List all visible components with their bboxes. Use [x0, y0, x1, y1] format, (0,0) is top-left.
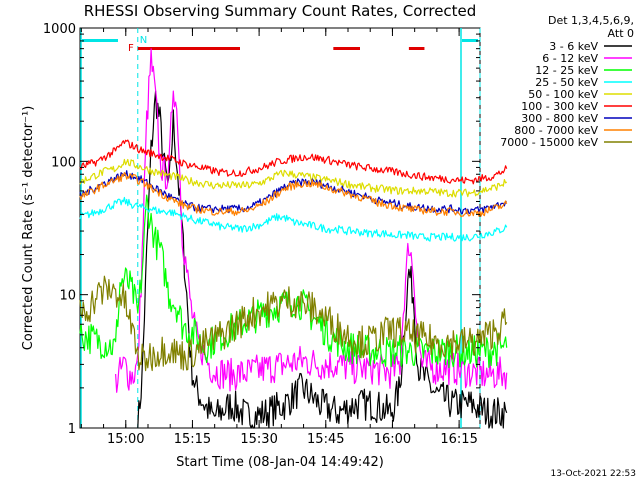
- x-axis-label: Start Time (08-Jan-04 14:49:42): [176, 455, 384, 470]
- x-tick-label: 15:45: [307, 432, 344, 447]
- legend-entry-label: 50 - 100 keV: [528, 88, 598, 101]
- y-tick-label: 1000: [43, 22, 76, 37]
- y-tick-label: 100: [51, 155, 76, 170]
- legend-entry-label: 12 - 25 keV: [535, 64, 598, 77]
- series-layer: [79, 48, 508, 429]
- series-line: [79, 196, 508, 242]
- night-flag-label: N: [140, 35, 147, 46]
- flare-bar: [408, 47, 425, 50]
- flare-bar: [333, 47, 360, 50]
- saa-bar: [82, 39, 118, 42]
- series-line: [79, 275, 508, 372]
- series-line: [79, 194, 508, 369]
- x-tick-label: 15:15: [174, 432, 211, 447]
- legend-entry-label: 6 - 12 keV: [542, 52, 598, 65]
- series-line: [137, 90, 508, 429]
- axes-layer: 15:00 15:15 15:30 15:45 16:00 16:15 1 10 100 1000: [43, 22, 480, 447]
- series-line: [115, 48, 508, 393]
- series-line: [79, 139, 508, 185]
- legend-entry-label: 7000 - 15000 keV: [500, 136, 598, 149]
- y-tick-label: 1: [68, 422, 76, 437]
- legend-entry-label: 300 - 800 keV: [521, 112, 598, 125]
- timestamp: 13-Oct-2021 22:53: [551, 469, 636, 479]
- series-line: [79, 172, 508, 218]
- saa-bar: [462, 39, 478, 42]
- legend-entry-label: 25 - 50 keV: [535, 76, 598, 89]
- series-line: [79, 158, 508, 198]
- x-tick-label: 15:30: [240, 432, 277, 447]
- x-tick-label: 16:15: [440, 432, 477, 447]
- legend-entry-label: 800 - 7000 keV: [514, 124, 598, 137]
- y-tick-label: 10: [59, 289, 76, 304]
- x-tick-label: 16:00: [374, 432, 411, 447]
- legend-header: Att 0: [608, 27, 634, 40]
- chart-title: RHESSI Observing Summary Count Rates, Co…: [84, 2, 477, 20]
- flare-flag-label: F: [128, 43, 134, 54]
- y-axis-label: Corrected Count Rate (s⁻¹ detector⁻¹): [21, 106, 36, 351]
- legend-entry-label: 100 - 300 keV: [521, 100, 598, 113]
- flare-bar: [137, 47, 240, 50]
- legend-entry-label: 3 - 6 keV: [549, 40, 598, 53]
- legend-header: Det 1,3,4,5,6,9,: [548, 14, 634, 27]
- x-tick-label: 15:00: [107, 432, 144, 447]
